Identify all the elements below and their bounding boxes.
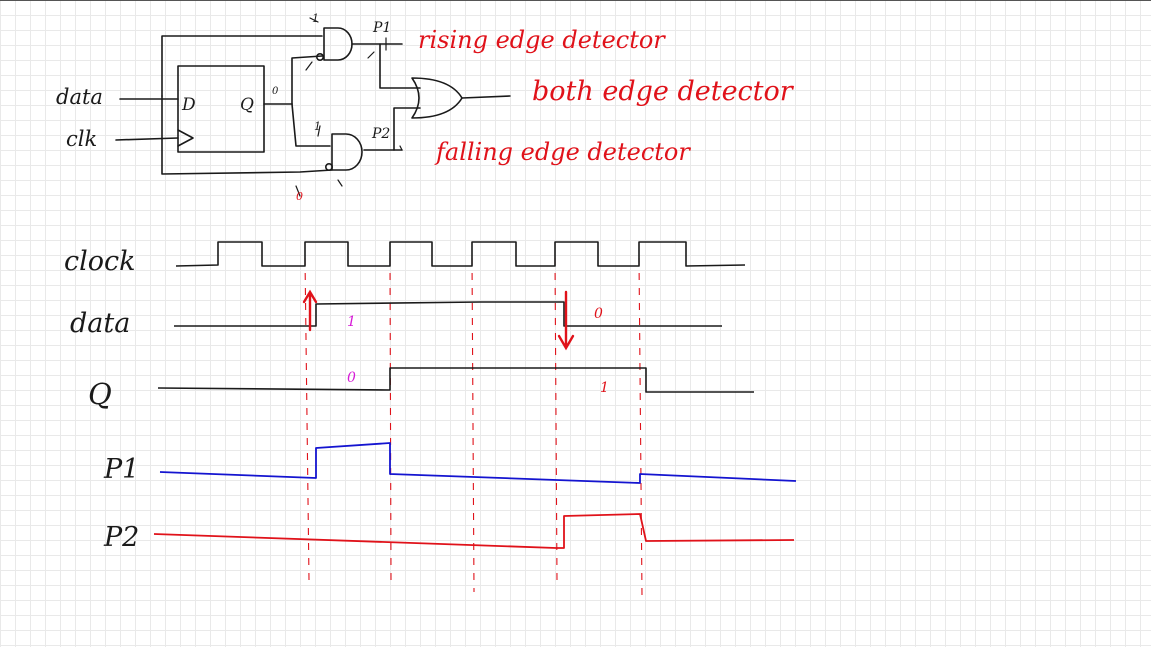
d-flipflop (177, 65, 265, 153)
clock-triangle (177, 129, 194, 147)
rising-arrow (302, 289, 318, 332)
wire-q-to-and1 (291, 55, 323, 105)
and-gate-1 (323, 27, 353, 61)
wire-data-to-and2 (161, 95, 333, 175)
waveform-q (157, 367, 754, 393)
label-clk-input: clk (66, 127, 97, 151)
signal-label-clock: clock (64, 246, 136, 277)
marker-5 (638, 257, 643, 597)
note-data-high: 1 (347, 314, 356, 330)
tick-marks (295, 17, 403, 197)
wire-data-to-and1 (161, 35, 323, 97)
waveform-data (174, 301, 722, 327)
label-d-pin: D (181, 95, 196, 115)
wire-clk-input (115, 137, 179, 141)
note-q-low: 0 (347, 370, 356, 386)
annotation-both-edge: both edge detector (532, 76, 795, 107)
note-q-high: 1 (600, 380, 609, 396)
and-gate-2 (331, 133, 363, 171)
signal-label-data: data (70, 308, 130, 339)
waveform-p2 (153, 513, 795, 549)
wire-q-to-and2 (291, 103, 331, 147)
label-q-state: 0 (272, 86, 279, 97)
label-and1-input: 1 (312, 12, 319, 25)
label-q-pin: Q (240, 95, 254, 115)
signal-label-p2: P2 (103, 522, 139, 553)
wire-p2-to-or (393, 107, 421, 151)
marker-4 (554, 257, 558, 583)
top-border (0, 0, 1151, 1)
marker-1 (304, 257, 310, 581)
inverter-bubble-and1 (315, 52, 324, 61)
circuit-diagram (115, 17, 511, 197)
annotation-rising-edge: rising edge detector (418, 26, 666, 54)
waveform-p1 (159, 442, 797, 484)
waveform-clock (175, 241, 746, 267)
wire-p1-to-or (379, 43, 421, 89)
label-probe-p2: P2 (371, 126, 390, 142)
wire-or-out (461, 95, 511, 99)
timing-diagram (153, 241, 797, 597)
signal-label-q: Q (88, 377, 112, 411)
signal-label-p1: P1 (103, 454, 139, 485)
falling-arrow (557, 290, 575, 351)
or-gate (411, 77, 463, 119)
marker-3 (471, 257, 475, 593)
note-data-low: 0 (594, 306, 603, 322)
annotation-falling-edge: falling edge detector (434, 138, 691, 166)
label-probe-p1: P1 (372, 20, 391, 36)
label-and2-input-bottom: 0 (296, 190, 303, 203)
data-edge-arrows (302, 289, 575, 351)
inverter-bubble-and2 (324, 163, 333, 172)
label-and2-input-top: 1 (314, 120, 321, 133)
label-data-input: data (56, 85, 103, 109)
edge-markers (304, 257, 643, 597)
marker-2 (389, 257, 392, 581)
